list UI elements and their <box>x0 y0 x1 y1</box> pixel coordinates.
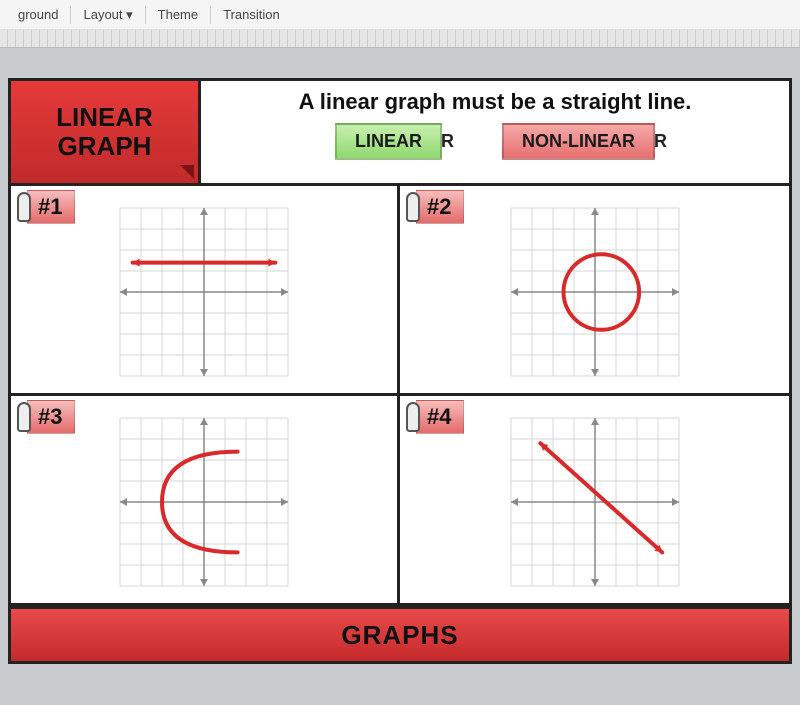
graph-2 <box>505 202 685 382</box>
chip-linear-label: LINEAR <box>355 131 422 151</box>
title-line1: LINEAR <box>56 103 153 132</box>
clip-icon <box>17 402 31 432</box>
clip-icon <box>406 402 420 432</box>
ruler <box>0 30 800 48</box>
toolbar-item[interactable]: ground <box>6 3 70 26</box>
title-line2: GRAPH <box>58 132 152 161</box>
slide: LINEAR GRAPH A linear graph must be a st… <box>8 78 792 664</box>
graph-grid: #1 #2 #3 #4 <box>11 186 789 606</box>
badge-4: #4 <box>406 400 464 434</box>
chip-nonlinear-label: NON-LINEAR <box>522 131 635 151</box>
chip-linear-trail: R <box>441 131 454 152</box>
badge-1: #1 <box>17 190 75 224</box>
slide-area: LINEAR GRAPH A linear graph must be a st… <box>0 48 800 672</box>
graph-cell-3: #3 <box>11 396 400 606</box>
graph-3 <box>114 412 294 592</box>
header-right: A linear graph must be a straight line. … <box>201 81 789 183</box>
graph-1 <box>114 202 294 382</box>
chip-linear[interactable]: LINEAR R <box>335 123 442 160</box>
footer-bar: GRAPHS <box>11 606 789 661</box>
footer-text: GRAPHS <box>341 620 458 651</box>
toolbar-item[interactable]: Theme <box>146 3 210 26</box>
graph-cell-2: #2 <box>400 186 789 396</box>
badge-3-label: #3 <box>27 400 75 434</box>
slide-title: LINEAR GRAPH <box>11 81 201 183</box>
header-row: LINEAR GRAPH A linear graph must be a st… <box>11 81 789 186</box>
clip-icon <box>17 192 31 222</box>
badge-4-label: #4 <box>416 400 464 434</box>
chip-nonlinear-trail: R <box>654 131 667 152</box>
graph-cell-4: #4 <box>400 396 789 606</box>
app-toolbar: ground Layout ▾ Theme Transition <box>0 0 800 30</box>
graph-cell-1: #1 <box>11 186 400 396</box>
clip-icon <box>406 192 420 222</box>
chip-row: LINEAR R NON-LINEAR R <box>215 123 775 160</box>
graph-4 <box>505 412 685 592</box>
badge-3: #3 <box>17 400 75 434</box>
badge-2: #2 <box>406 190 464 224</box>
toolbar-item[interactable]: Transition <box>211 3 292 26</box>
chip-nonlinear[interactable]: NON-LINEAR R <box>502 123 655 160</box>
badge-2-label: #2 <box>416 190 464 224</box>
badge-1-label: #1 <box>27 190 75 224</box>
header-text: A linear graph must be a straight line. <box>215 89 775 115</box>
toolbar-item[interactable]: Layout ▾ <box>71 3 144 27</box>
